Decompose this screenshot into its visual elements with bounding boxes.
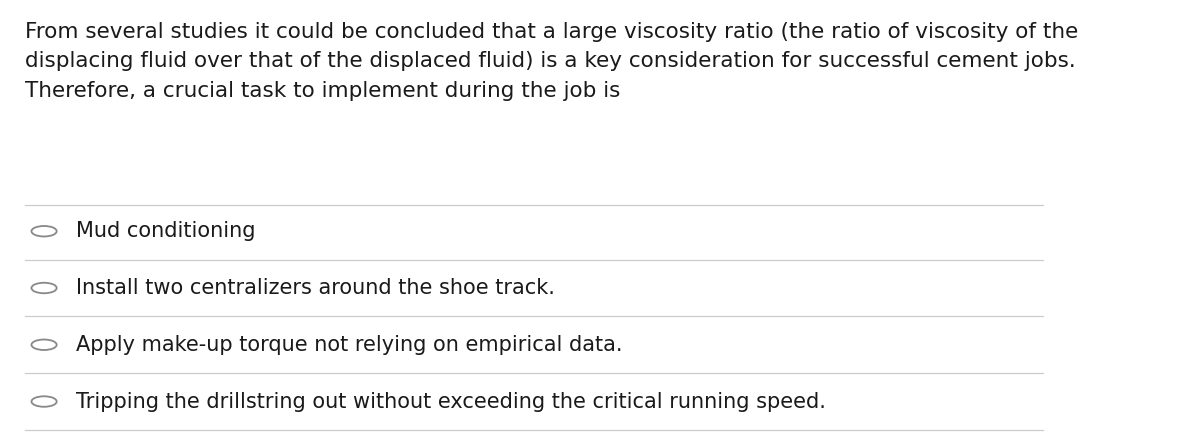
Text: From several studies it could be concluded that a large viscosity ratio (the rat: From several studies it could be conclud… [25,22,1079,101]
Text: Mud conditioning: Mud conditioning [76,221,256,241]
Text: Install two centralizers around the shoe track.: Install two centralizers around the shoe… [76,278,554,298]
Text: Tripping the drillstring out without exceeding the critical running speed.: Tripping the drillstring out without exc… [76,392,826,412]
Text: Apply make-up torque not relying on empirical data.: Apply make-up torque not relying on empi… [76,335,622,355]
